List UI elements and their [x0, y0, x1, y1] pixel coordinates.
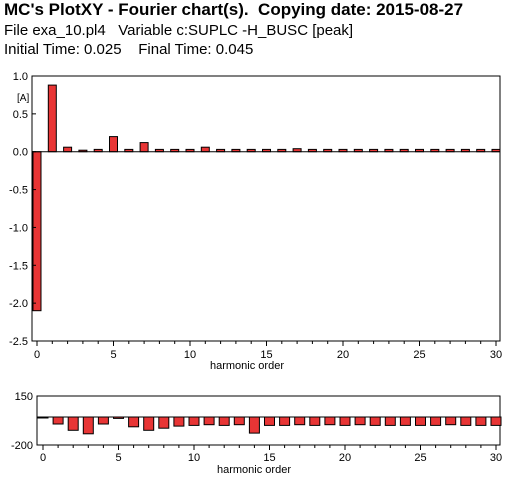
x-tick-label: 10: [184, 349, 196, 361]
bar-h18: [309, 416, 321, 426]
bar-h25: [415, 416, 426, 426]
bar-h7: [139, 142, 149, 153]
y-tick-label: -200: [11, 440, 33, 452]
bar-h9: [173, 416, 185, 427]
bar-h8: [158, 416, 170, 429]
phase-panel: 150 -200 0 5 10 15 20 25 30 harmonic order: [11, 391, 502, 476]
y-tick-label: -1.0: [9, 222, 28, 234]
phase-x-ticks: 0 5 10 15 20 25 30: [40, 445, 502, 464]
y-tick-label: -0.5: [9, 185, 28, 197]
y-tick-label: 150: [15, 391, 33, 403]
bar-h30: [490, 416, 502, 426]
bar-h21: [354, 416, 366, 426]
x-tick-label: 30: [490, 349, 502, 361]
phase-bars: [37, 416, 502, 435]
bar-h1: [47, 84, 57, 153]
bar-h1: [52, 416, 64, 425]
bar-h24: [399, 416, 411, 426]
amplitude-x-axis-label: harmonic order: [210, 360, 284, 372]
bar-h4: [97, 416, 109, 425]
x-tick-label: 0: [40, 452, 46, 464]
x-tick-label: 5: [110, 349, 116, 361]
bar-h20: [339, 416, 351, 426]
amplitude-x-ticks: 0 5 10 15 20 25 30: [34, 341, 502, 361]
bar-h3: [82, 416, 94, 435]
bar-h6: [128, 416, 140, 428]
bar-h28: [460, 416, 472, 426]
bar-h11: [200, 146, 210, 153]
y-tick-label: -2.5: [9, 336, 28, 348]
x-tick-label: 25: [413, 349, 425, 361]
x-tick-label: 15: [260, 349, 272, 361]
bar-h23: [384, 416, 396, 426]
bar-h12: [218, 416, 230, 426]
x-tick-label: 30: [490, 452, 502, 464]
x-tick-label: 20: [337, 349, 349, 361]
amplitude-plot-frame: [31, 75, 501, 342]
bar-h19: [324, 416, 336, 426]
bar-h17: [294, 416, 306, 426]
y-tick-label: 0.0: [13, 147, 28, 159]
bar-h16: [279, 416, 291, 426]
y-tick-label: 1.0: [13, 71, 28, 83]
x-tick-label: 0: [34, 349, 40, 361]
y-tick-label: -2.0: [9, 298, 28, 310]
x-tick-label: 25: [414, 452, 426, 464]
amplitude-y-ticks: 1.0 0.5 0.0 -0.5 -1.0 -1.5 -2.0 -2.5: [9, 71, 36, 348]
phase-x-axis-label: harmonic order: [217, 464, 291, 476]
amplitude-panel: 1.0 0.5 0.0 -0.5 -1.0 -1.5 -2.0 -2.5 0 5 10 15 20 25…: [9, 71, 502, 372]
bar-h2: [63, 146, 73, 153]
phase-y-ticks: 150 -200: [11, 391, 40, 452]
bar-h15: [264, 416, 275, 426]
bar-h5: [109, 136, 118, 153]
bar-h13: [233, 416, 245, 426]
x-tick-label: 10: [188, 452, 200, 464]
x-tick-label: 15: [263, 452, 275, 464]
chart-window-title: MC's PlotXY - Fourier chart(s). Copying …: [4, 0, 464, 19]
bar-h22: [369, 416, 381, 426]
bar-h7: [143, 416, 155, 431]
x-tick-label: 20: [339, 452, 351, 464]
y-tick-label: -1.5: [9, 260, 28, 272]
time-range-info: Initial Time: 0.025 Final Time: 0.045: [4, 41, 254, 58]
x-tick-label: 5: [115, 452, 121, 464]
amplitude-bars: [32, 84, 501, 312]
bar-h0: [32, 151, 42, 312]
y-tick-label: 0.5: [13, 109, 28, 121]
bar-h10: [188, 416, 200, 426]
bar-h2: [67, 416, 79, 431]
bar-h29: [475, 416, 487, 426]
amplitude-unit-label: [A]: [17, 93, 29, 104]
bar-h14: [248, 416, 260, 434]
bar-h27: [445, 416, 457, 426]
bar-h26: [430, 416, 442, 426]
file-variable-info: File exa_10.pl4 Variable c:SUPLC -H_BUSC…: [4, 22, 354, 39]
bar-h11: [203, 416, 215, 426]
